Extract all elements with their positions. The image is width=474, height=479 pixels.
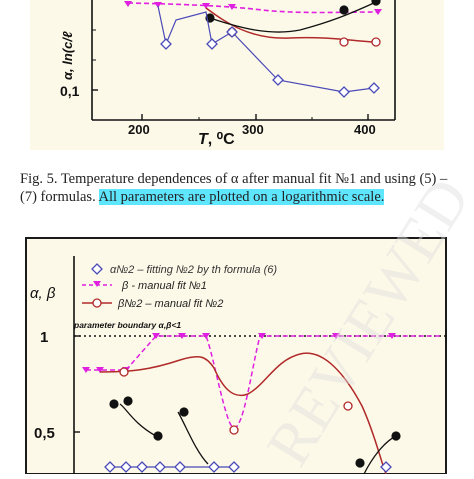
top-magenta-marker <box>374 9 382 15</box>
alpha2-marker <box>154 461 166 473</box>
alpha2-marker <box>228 461 240 473</box>
top-figure-background <box>30 0 444 150</box>
bottom-black-marker <box>153 431 163 441</box>
top-blue-marker <box>160 38 172 50</box>
top-blue-marker <box>338 86 350 98</box>
legend-label-beta1: β - manual fit №1 <box>121 280 207 292</box>
beta1-marker <box>96 367 104 373</box>
bottom-black-marker <box>179 407 189 417</box>
beta1-marker <box>258 333 266 339</box>
alpha2-marker <box>174 461 186 473</box>
legend-magenta-triangle-icon <box>93 281 101 287</box>
top-darkred-marker <box>371 37 381 47</box>
top-black-marker <box>371 0 381 6</box>
top-darkred-line <box>205 7 377 43</box>
bottom-black-marker <box>109 399 119 409</box>
legend: α№2 – fitting №2 by th formula (6) β - m… <box>82 263 277 310</box>
top-blue-marker <box>206 38 218 50</box>
top-xtick-400: 400 <box>354 122 376 137</box>
beta2-marker <box>343 401 353 411</box>
top-blue-marker <box>226 26 238 38</box>
top-black-line <box>209 1 377 33</box>
beta2-marker <box>229 425 239 435</box>
alpha2-marker <box>380 461 392 473</box>
top-blue-marker <box>272 74 284 86</box>
top-figure-svg: 200 300 400 0,1 α, ln(c/ℓ T, ⁰C <box>0 0 474 152</box>
beta1-marker <box>152 333 160 339</box>
beta1-marker <box>332 333 340 339</box>
caption-highlight: All parameters are plotted on a logarith… <box>98 189 385 205</box>
top-magenta-dashed-line <box>127 2 379 14</box>
top-magenta-marker <box>124 1 132 7</box>
legend-blue-diamond-icon <box>91 263 103 275</box>
bottom-black-line <box>119 403 157 437</box>
bottom-figure-svg: 1 0,5 α, β α№2 – fitting №2 by th formul… <box>0 236 474 475</box>
boundary-label: parameter boundary α,β<1 <box>73 320 181 330</box>
top-xtick-200: 200 <box>128 122 150 137</box>
beta1-marker <box>388 333 396 339</box>
bottom-y-axis-label: α, β <box>30 285 56 302</box>
bottom-black-marker <box>391 431 401 441</box>
alpha2-marker <box>136 461 148 473</box>
beta1-marker <box>202 333 210 339</box>
bottom-figure-frame <box>25 237 447 475</box>
top-magenta-marker <box>154 2 162 8</box>
figure-caption: Fig. 5. Temperature dependences of α aft… <box>20 170 460 206</box>
alpha2-marker <box>104 461 116 473</box>
bottom-ytick-1: 1 <box>40 329 48 346</box>
beta2-line <box>99 352 387 475</box>
top-figure: 200 300 400 0,1 α, ln(c/ℓ T, ⁰C <box>0 0 474 152</box>
bottom-figure: 1 0,5 α, β α№2 – fitting №2 by th formul… <box>0 236 474 475</box>
top-darkred-marker <box>339 37 349 47</box>
caption-text: Fig. 5. Temperature dependences of α aft… <box>20 171 448 205</box>
bottom-ytick-0-5: 0,5 <box>34 425 55 442</box>
top-magenta-marker <box>202 3 210 9</box>
bottom-black-marker <box>355 458 365 468</box>
top-ytick-0-1: 0,1 <box>60 83 80 99</box>
top-magenta-marker <box>228 4 236 10</box>
beta1-marker <box>82 367 90 373</box>
alpha2-marker <box>208 461 220 473</box>
top-black-marker <box>339 5 349 15</box>
top-blue-marker <box>368 82 380 94</box>
legend-label-alpha2: α№2 – fitting №2 by th formula (6) <box>110 264 277 276</box>
top-xtick-300: 300 <box>242 122 264 137</box>
top-x-axis-label: T, ⁰C <box>198 131 235 148</box>
beta2-marker <box>119 367 129 377</box>
alpha2-marker <box>120 461 132 473</box>
bottom-black-marker <box>123 396 133 406</box>
top-y-axis-label: α, ln(c/ℓ <box>60 31 75 80</box>
bottom-black-line <box>177 411 209 465</box>
legend-label-beta2: β№2 – manual fit №2 <box>117 298 223 310</box>
beta1-marker <box>178 333 186 339</box>
legend-darkred-circle-icon <box>92 298 102 308</box>
